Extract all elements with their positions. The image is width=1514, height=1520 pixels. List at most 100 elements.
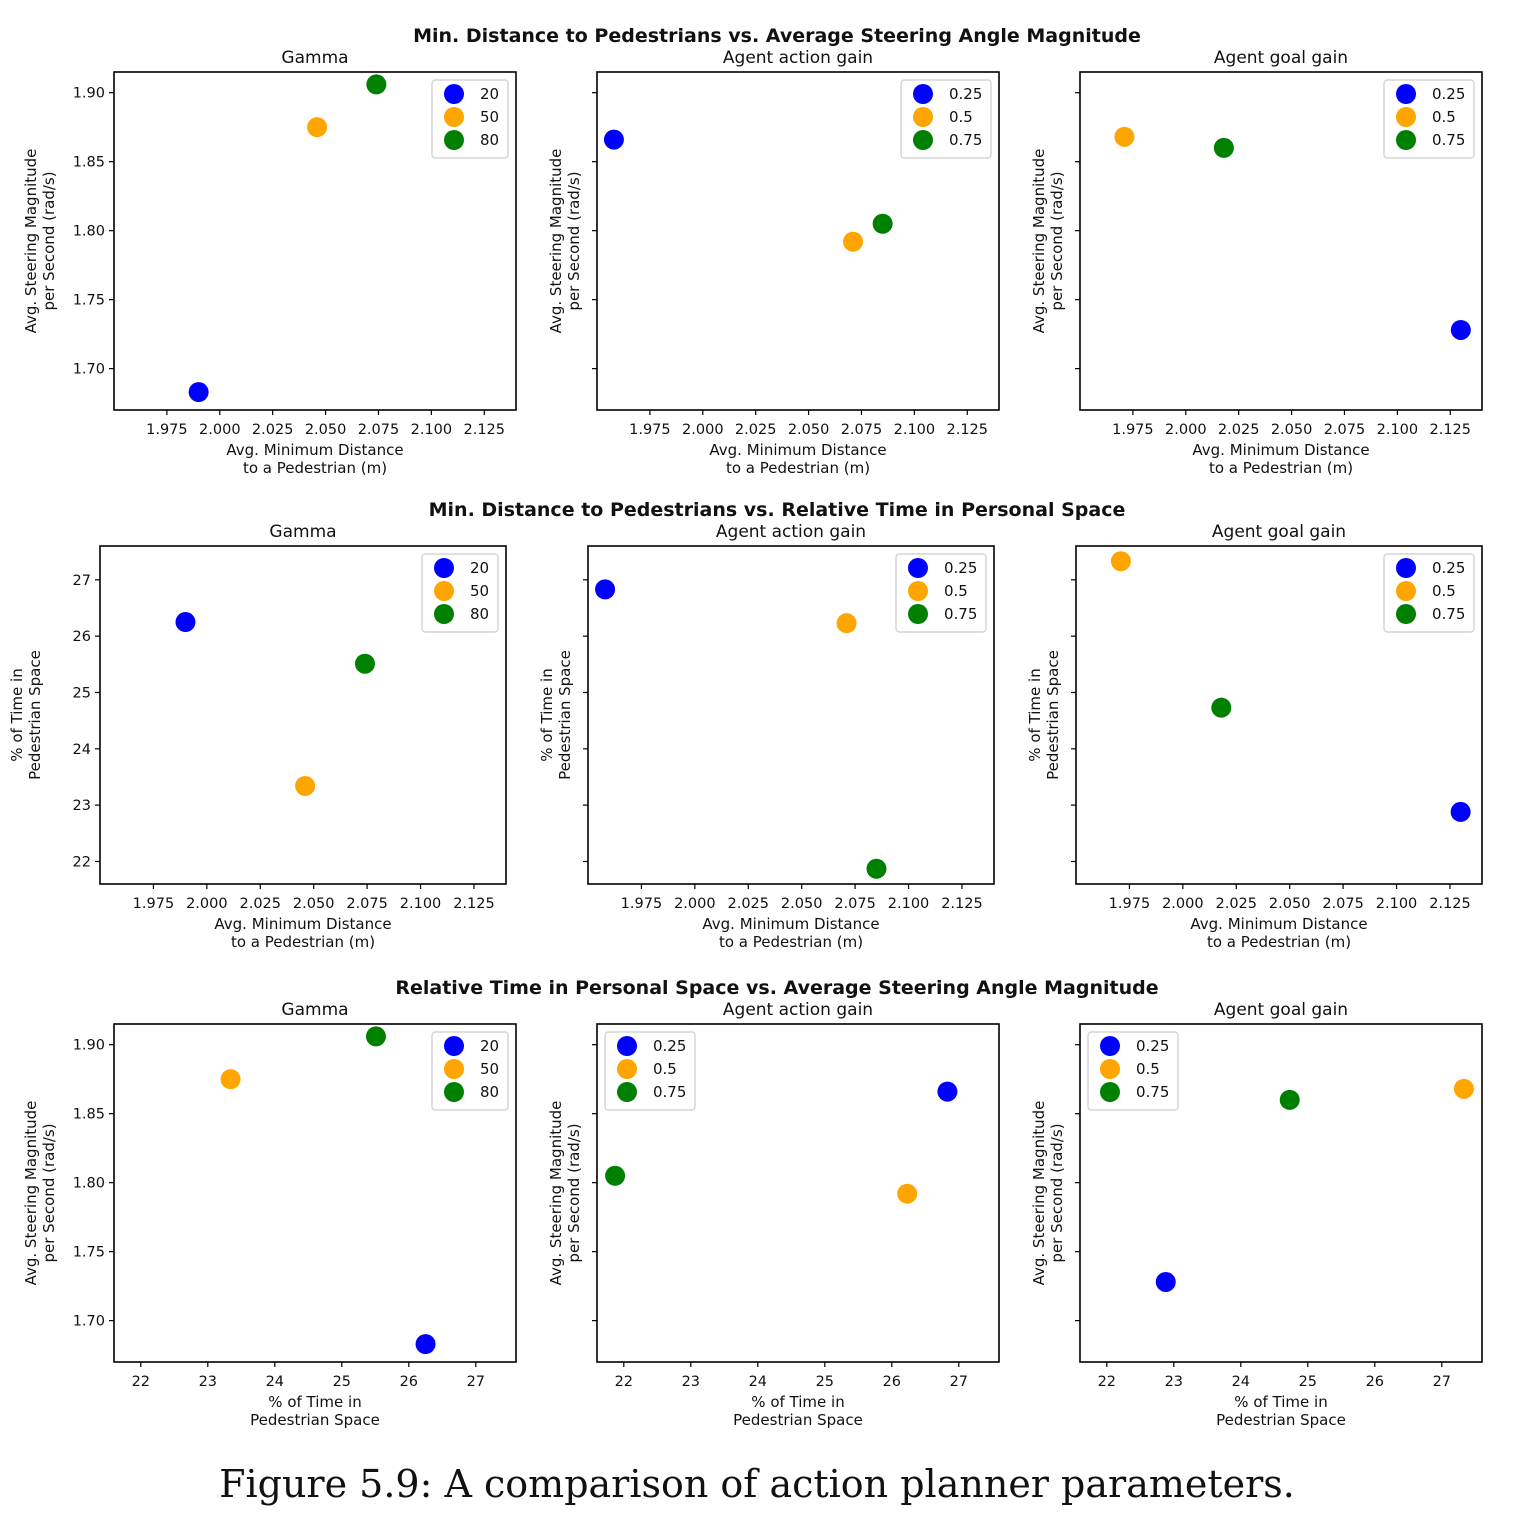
legend-marker (434, 581, 454, 601)
y-axis-label: per Second (rad/s) (565, 171, 583, 310)
axes-frame (1079, 1023, 1483, 1363)
x-tick-label: 25 (816, 1374, 834, 1390)
legend-marker (444, 1082, 464, 1102)
x-tick-label: 23 (1165, 1374, 1183, 1390)
legend-label: 50 (470, 582, 489, 600)
x-tick-label: 22 (1098, 1374, 1116, 1390)
legend: 0.25 0.5 0.75 (1383, 553, 1475, 633)
legend-marker (444, 84, 464, 104)
subplot-title: Gamma (281, 48, 348, 68)
legend-label: 20 (480, 85, 499, 103)
x-tick-label: 27 (950, 1374, 968, 1390)
legend-label: 80 (480, 1083, 499, 1101)
legend-label: 0.25 (1432, 85, 1465, 103)
subplot-title: Gamma (281, 1000, 348, 1020)
figure-caption: Figure 5.9: A comparison of action plann… (219, 1462, 1295, 1506)
x-tick-label: 2.000 (199, 422, 241, 438)
x-tick-label: 2.025 (240, 896, 282, 912)
y-axis-label: per Second (rad/s) (565, 1123, 583, 1262)
scatter-panel: Agent goal gain 22 23 24 25 26 27 % of Time inP… (1030, 1000, 1483, 1429)
legend-label: 0.5 (653, 1060, 677, 1078)
x-axis-label: Avg. Minimum Distance (709, 441, 886, 459)
legend-label: 0.75 (1432, 605, 1465, 623)
x-tick-label: 1.975 (629, 422, 671, 438)
legend-label: 20 (470, 559, 489, 577)
x-tick-label: 2.125 (464, 422, 506, 438)
y-tick-label: 1.85 (73, 1107, 105, 1123)
legend-marker (1396, 581, 1416, 601)
legend-label: 20 (480, 1037, 499, 1055)
x-tick-label: 2.075 (358, 422, 400, 438)
y-axis-label: Avg. Steering Magnitude (1030, 1101, 1048, 1286)
legend-marker (444, 130, 464, 150)
x-axis-label: to a Pedestrian (m) (1209, 459, 1353, 477)
x-tick-label: 2.000 (1162, 896, 1204, 912)
legend-label: 0.25 (944, 559, 977, 577)
data-point (1114, 126, 1135, 147)
x-axis-label: to a Pedestrian (m) (719, 933, 863, 951)
legend-marker (1396, 107, 1416, 127)
x-tick-label: 2.050 (305, 422, 347, 438)
x-axis-label: Pedestrian Space (1216, 1411, 1346, 1429)
data-point (1450, 319, 1471, 340)
scatter-panel: Gamma 1.975 2.000 2.025 2.050 2.075 2.100 2.125… (22, 48, 517, 477)
legend-label: 0.25 (1136, 1037, 1169, 1055)
x-tick-label: 26 (400, 1374, 418, 1390)
x-axis-label: to a Pedestrian (m) (243, 459, 387, 477)
legend-marker (1396, 604, 1416, 624)
subplot-title: Agent action gain (723, 1000, 873, 1020)
x-tick-label: 24 (266, 1374, 284, 1390)
y-tick-label: 23 (73, 798, 91, 814)
y-tick-label: 25 (73, 685, 91, 701)
data-point (872, 213, 893, 234)
legend-label: 80 (470, 605, 489, 623)
legend-marker (434, 558, 454, 578)
legend-label: 50 (480, 108, 499, 126)
legend-marker (1100, 1082, 1120, 1102)
x-tick-label: 22 (615, 1374, 633, 1390)
data-point (843, 231, 864, 252)
axes-frame (596, 1023, 1000, 1363)
legend-label: 0.25 (949, 85, 982, 103)
x-axis-label: Avg. Minimum Distance (1190, 915, 1367, 933)
legend-label: 50 (480, 1060, 499, 1078)
legend-label: 0.75 (1432, 131, 1465, 149)
x-tick-label: 2.000 (674, 896, 716, 912)
y-tick-label: 26 (73, 629, 91, 645)
legend-marker (617, 1082, 637, 1102)
x-tick-label: 2.025 (1216, 896, 1258, 912)
x-tick-label: 2.050 (1271, 422, 1313, 438)
x-axis-label: Avg. Minimum Distance (226, 441, 403, 459)
y-axis-label: Avg. Steering Magnitude (547, 1101, 565, 1286)
y-axis-label: Avg. Steering Magnitude (22, 149, 40, 334)
x-tick-label: 26 (883, 1374, 901, 1390)
y-tick-label: 1.90 (73, 86, 105, 102)
data-point (603, 129, 624, 150)
y-axis-label: Avg. Steering Magnitude (22, 1101, 40, 1286)
scatter-panel: Agent action gain 22 23 24 25 26 27 % of Time i… (547, 1000, 1000, 1429)
axes-frame (113, 71, 517, 411)
x-tick-label: 2.050 (293, 896, 335, 912)
x-tick-label: 2.125 (947, 422, 989, 438)
axes-frame (99, 545, 507, 885)
legend: 0.25 0.5 0.75 (1383, 79, 1475, 159)
data-point (937, 1081, 958, 1102)
x-tick-label: 2.125 (1430, 422, 1472, 438)
legend-marker (913, 107, 933, 127)
legend-marker (1396, 558, 1416, 578)
legend-marker (1396, 130, 1416, 150)
scatter-panel: Agent goal gain 1.975 2.000 2.025 2.050 2.075… (1030, 48, 1483, 477)
data-point (295, 775, 316, 796)
x-tick-label: 2.075 (1322, 896, 1364, 912)
y-tick-label: 1.90 (73, 1038, 105, 1054)
x-tick-label: 2.100 (894, 422, 936, 438)
legend: 20 50 80 (431, 1031, 509, 1111)
data-point (307, 117, 328, 138)
y-tick-label: 1.75 (73, 293, 105, 309)
legend-label: 0.5 (1432, 108, 1456, 126)
x-tick-label: 27 (1433, 1374, 1451, 1390)
y-axis-label: Pedestrian Space (1044, 650, 1062, 780)
y-tick-label: 24 (73, 742, 91, 758)
x-tick-label: 24 (1232, 1374, 1250, 1390)
